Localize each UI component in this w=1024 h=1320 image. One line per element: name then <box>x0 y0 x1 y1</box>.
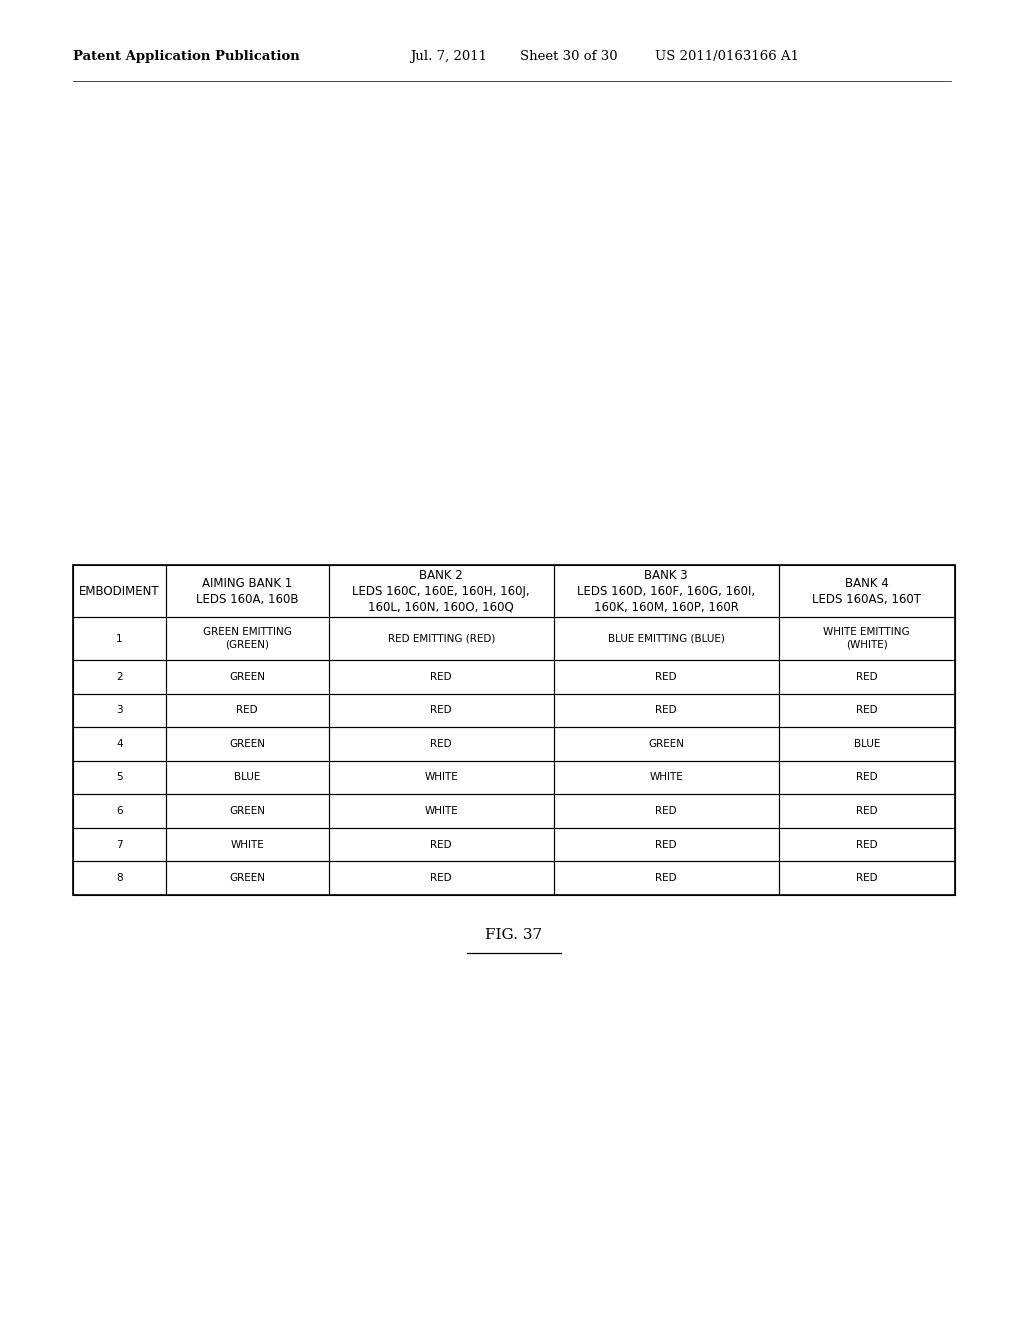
Text: RED: RED <box>655 807 677 816</box>
Bar <box>778 693 955 727</box>
Bar <box>778 565 955 616</box>
Bar <box>73 616 166 660</box>
Text: 3: 3 <box>116 705 123 715</box>
Bar <box>554 862 778 895</box>
Bar <box>166 565 329 616</box>
Text: RED: RED <box>430 739 452 748</box>
Text: GREEN: GREEN <box>229 672 265 682</box>
Bar <box>554 828 778 862</box>
Bar <box>73 565 166 616</box>
Bar <box>329 727 554 760</box>
Text: EMBODIMENT: EMBODIMENT <box>79 585 160 598</box>
Bar <box>554 760 778 795</box>
Bar <box>166 760 329 795</box>
Text: Jul. 7, 2011: Jul. 7, 2011 <box>410 50 487 62</box>
Text: GREEN: GREEN <box>229 874 265 883</box>
Bar <box>778 660 955 693</box>
Text: RED: RED <box>430 672 452 682</box>
Text: RED: RED <box>430 705 452 715</box>
Bar <box>73 660 166 693</box>
Bar <box>166 862 329 895</box>
Text: RED: RED <box>655 840 677 850</box>
Text: BANK 3
LEDS 160D, 160F, 160G, 160I,
160K, 160M, 160P, 160R: BANK 3 LEDS 160D, 160F, 160G, 160I, 160K… <box>578 569 756 614</box>
Bar <box>166 828 329 862</box>
Bar <box>778 727 955 760</box>
Text: WHITE EMITTING
(WHITE): WHITE EMITTING (WHITE) <box>823 627 910 649</box>
Bar <box>73 828 166 862</box>
Text: 1: 1 <box>116 634 123 644</box>
Bar <box>778 795 955 828</box>
Bar <box>73 727 166 760</box>
Bar <box>73 760 166 795</box>
Text: BANK 4
LEDS 160AS, 160T: BANK 4 LEDS 160AS, 160T <box>812 577 922 606</box>
Text: RED EMITTING (RED): RED EMITTING (RED) <box>387 634 495 644</box>
Bar <box>329 862 554 895</box>
Text: GREEN: GREEN <box>229 739 265 748</box>
Text: RED: RED <box>430 840 452 850</box>
Bar <box>329 828 554 862</box>
Text: 7: 7 <box>116 840 123 850</box>
Text: Patent Application Publication: Patent Application Publication <box>73 50 300 62</box>
Bar <box>166 616 329 660</box>
Bar <box>554 693 778 727</box>
Text: RED: RED <box>655 672 677 682</box>
Bar <box>166 727 329 760</box>
Bar <box>554 616 778 660</box>
Text: 2: 2 <box>116 672 123 682</box>
Bar <box>554 795 778 828</box>
Bar <box>73 795 166 828</box>
Text: 5: 5 <box>116 772 123 783</box>
Bar <box>329 693 554 727</box>
Text: RED: RED <box>655 705 677 715</box>
Text: RED: RED <box>856 840 878 850</box>
Text: RED: RED <box>856 807 878 816</box>
Bar <box>778 616 955 660</box>
Bar <box>329 565 554 616</box>
Text: Sheet 30 of 30: Sheet 30 of 30 <box>520 50 617 62</box>
Text: WHITE: WHITE <box>424 807 458 816</box>
Text: BLUE: BLUE <box>234 772 260 783</box>
Bar <box>73 862 166 895</box>
Text: 6: 6 <box>116 807 123 816</box>
Bar <box>329 616 554 660</box>
Bar <box>329 795 554 828</box>
Text: AIMING BANK 1
LEDS 160A, 160B: AIMING BANK 1 LEDS 160A, 160B <box>196 577 298 606</box>
Bar <box>778 862 955 895</box>
Text: RED: RED <box>237 705 258 715</box>
Text: GREEN EMITTING
(GREEN): GREEN EMITTING (GREEN) <box>203 627 292 649</box>
Text: GREEN: GREEN <box>648 739 684 748</box>
Text: RED: RED <box>856 874 878 883</box>
Text: WHITE: WHITE <box>230 840 264 850</box>
Bar <box>329 760 554 795</box>
Bar <box>166 693 329 727</box>
Text: WHITE: WHITE <box>424 772 458 783</box>
Bar <box>554 727 778 760</box>
Text: RED: RED <box>856 772 878 783</box>
Text: RED: RED <box>655 874 677 883</box>
Bar <box>554 565 778 616</box>
Bar <box>778 828 955 862</box>
Bar <box>554 660 778 693</box>
Text: BLUE EMITTING (BLUE): BLUE EMITTING (BLUE) <box>607 634 725 644</box>
Bar <box>73 693 166 727</box>
Bar <box>166 795 329 828</box>
Text: FIG. 37: FIG. 37 <box>485 928 543 942</box>
Text: RED: RED <box>856 705 878 715</box>
Bar <box>778 760 955 795</box>
Text: BLUE: BLUE <box>854 739 880 748</box>
Text: WHITE: WHITE <box>649 772 683 783</box>
Text: US 2011/0163166 A1: US 2011/0163166 A1 <box>655 50 799 62</box>
Text: 4: 4 <box>116 739 123 748</box>
Bar <box>166 660 329 693</box>
Bar <box>329 660 554 693</box>
Text: GREEN: GREEN <box>229 807 265 816</box>
Text: RED: RED <box>856 672 878 682</box>
Text: 8: 8 <box>116 874 123 883</box>
Bar <box>73 565 955 895</box>
Text: BANK 2
LEDS 160C, 160E, 160H, 160J,
160L, 160N, 160O, 160Q: BANK 2 LEDS 160C, 160E, 160H, 160J, 160L… <box>352 569 530 614</box>
Text: RED: RED <box>430 874 452 883</box>
